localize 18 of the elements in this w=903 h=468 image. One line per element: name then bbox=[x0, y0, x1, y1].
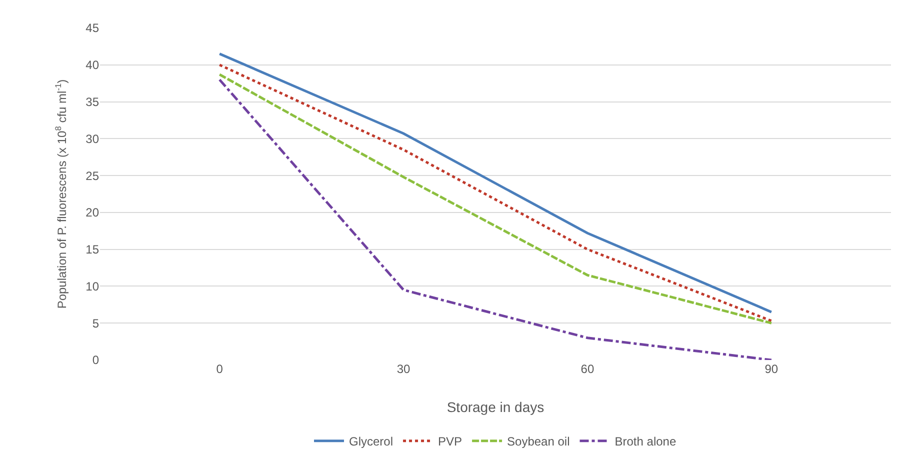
legend-label: PVP bbox=[438, 434, 462, 449]
y-tick-label: 10 bbox=[86, 279, 100, 294]
y-tick-label: 45 bbox=[86, 21, 100, 36]
y-tick-label: 15 bbox=[86, 242, 100, 257]
x-tick-label: 30 bbox=[396, 362, 411, 376]
x-axis-title: Storage in days bbox=[446, 399, 544, 415]
legend-label: Soybean oil bbox=[507, 434, 570, 449]
x-tick-label: 60 bbox=[580, 362, 594, 376]
y-tick-label: 5 bbox=[92, 316, 100, 330]
y-tick-label: 40 bbox=[86, 58, 100, 72]
x-tick-label: 0 bbox=[216, 362, 224, 376]
y-tick-label: 20 bbox=[86, 206, 100, 220]
y-tick-label: 30 bbox=[86, 132, 100, 146]
x-tick-label: 90 bbox=[764, 362, 778, 376]
y-tick-label: 35 bbox=[86, 94, 100, 109]
legend-label: Broth alone bbox=[614, 434, 676, 449]
y-tick-label: 25 bbox=[86, 168, 100, 183]
legend-label: Glycerol bbox=[349, 434, 394, 449]
